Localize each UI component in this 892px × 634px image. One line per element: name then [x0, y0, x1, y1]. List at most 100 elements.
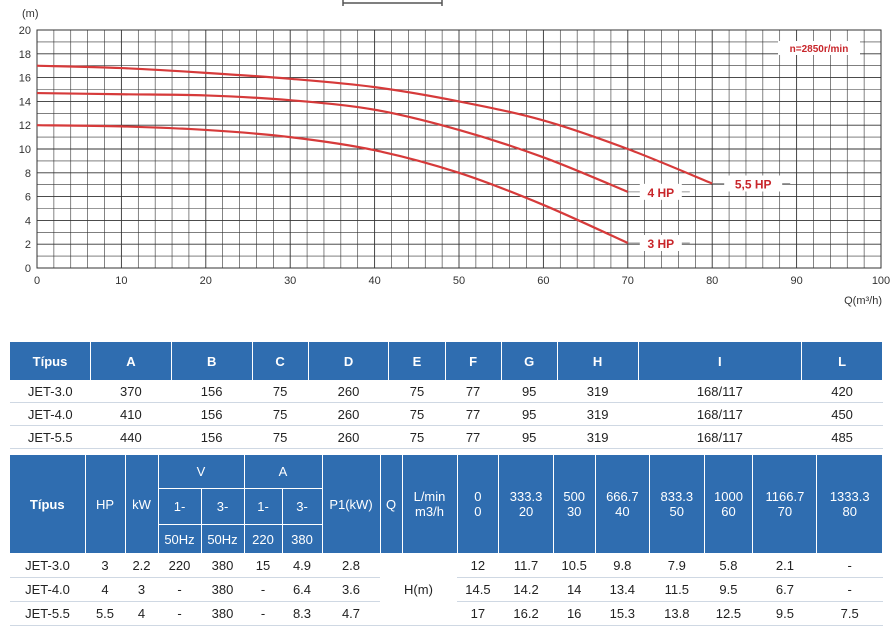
perf-header-p1: P1(kW) [322, 455, 381, 554]
perf-header-v-freq: 50Hz [158, 524, 202, 554]
perf-h: 5.8 [704, 553, 753, 578]
series-line [36, 64, 713, 185]
perf-tipus: JET-4.0 [10, 577, 85, 602]
perf-header-unit: L/min m3/h [402, 455, 458, 554]
chart-grid [36, 29, 882, 269]
dim-cell: 450 [801, 402, 883, 426]
perf-h: - [816, 553, 883, 578]
perf-kw: 4 [125, 601, 158, 626]
flow-lmin: 833.3 [660, 489, 694, 504]
perf-h: 15.3 [595, 601, 650, 626]
x-tick-label: 30 [284, 275, 296, 287]
flow-m3h: 40 [615, 504, 630, 519]
flow-lmin: 666.7 [606, 489, 639, 504]
perf-h: 11.5 [649, 577, 705, 602]
perf-h: 14.2 [498, 577, 554, 602]
dim-cell: JET-5.5 [10, 425, 91, 449]
y-tick-label: 0 [25, 263, 31, 275]
flow-header: 500 30 [553, 455, 596, 554]
perf-header-a: A [244, 455, 323, 489]
perf-p1: 3.6 [322, 577, 380, 602]
dim-cell: 156 [171, 425, 253, 449]
perf-header-v-phase: 3- [201, 488, 245, 525]
perf-header-kw: kW [125, 455, 159, 554]
flow-m3h: 60 [721, 504, 736, 519]
dim-cell: 319 [557, 425, 638, 449]
series-label: 5,5 HP [735, 178, 772, 192]
perf-h: 7.5 [816, 601, 883, 626]
perf-a3: 4.9 [282, 553, 322, 578]
x-tick-label: 100 [872, 275, 890, 287]
x-tick-label: 70 [622, 275, 634, 287]
y-tick-label: 8 [25, 168, 31, 180]
perf-header-v: V [158, 455, 245, 489]
speed-annotation: n=2850r/min [790, 44, 849, 55]
perf-header-a-phase: 3- [282, 488, 323, 525]
chart-labels: n=2850r/min 5,5 HP 4 HP 3 HP [627, 41, 860, 252]
annotation-background [778, 41, 860, 55]
perf-tipus: JET-5.5 [10, 601, 85, 626]
flow-lmin: 500 [563, 489, 586, 504]
perf-h: 9.5 [752, 601, 817, 626]
dim-cell: 168/117 [638, 402, 802, 426]
y-tick-label: 16 [19, 73, 31, 85]
flow-header: 1166.7 70 [752, 455, 818, 554]
perf-header-tipus: Típus [10, 455, 86, 554]
perf-h: 2.1 [752, 553, 817, 578]
perf-hp: 4 [85, 577, 125, 602]
dim-cell: 319 [557, 380, 638, 403]
dim-cell: 75 [252, 380, 309, 403]
x-tick-label: 20 [200, 275, 212, 287]
perf-kw: 2.2 [125, 553, 158, 578]
y-tick-label: 4 [25, 215, 31, 227]
perf-tipus: JET-3.0 [10, 553, 85, 578]
dim-header: I [638, 342, 803, 380]
x-tick-label: 40 [368, 275, 380, 287]
dim-cell: 75 [252, 402, 309, 426]
perf-v3: 380 [201, 601, 244, 626]
dim-cell: 260 [308, 380, 389, 403]
table-row: JET-4.0 4 3 - 380 - 6.4 3.6 14.5 14.2 14… [10, 577, 883, 602]
flow-lmin: 1000 [714, 489, 743, 504]
perf-hp: 3 [85, 553, 125, 578]
dim-cell: 77 [445, 402, 502, 426]
x-tick-label: 90 [790, 275, 802, 287]
flow-m3h: 30 [566, 504, 582, 519]
perf-v3: 380 [201, 553, 244, 578]
pump-curve-chart: 0 10 20 30 40 50 60 70 80 90 100 0 2 4 6 8 10 12 14 16 18 20 (… [18, 0, 891, 307]
dim-header: C [252, 342, 309, 380]
y-tick-label: 18 [19, 49, 31, 61]
unit-m3h: m3/h [415, 504, 444, 519]
perf-h: 10.5 [553, 553, 596, 578]
dim-cell: 260 [308, 425, 389, 449]
dim-cell: 95 [501, 425, 558, 449]
perf-header-q: Q [380, 455, 403, 554]
series-label-background [639, 183, 682, 200]
dim-cell: 260 [308, 402, 389, 426]
dim-cell: 156 [171, 402, 253, 426]
dim-cell: 75 [388, 402, 446, 426]
flow-header: 1000 60 [704, 455, 754, 554]
dim-cell: 440 [90, 425, 172, 449]
table-row: JET-3.0 3 2.2 220 380 15 4.9 2.8 H(m) 12… [10, 553, 883, 626]
perf-v1: - [158, 577, 201, 602]
flow-header: 666.7 40 [595, 455, 651, 554]
dimensions-header-row: Típus A B C D E F G H I L [10, 342, 883, 380]
perf-h: 11.7 [498, 553, 554, 578]
dim-cell: 75 [252, 425, 309, 449]
dim-cell: 77 [445, 425, 502, 449]
dim-cell: 156 [171, 380, 253, 403]
dim-cell: 420 [801, 380, 883, 403]
perf-a1: 15 [244, 553, 282, 578]
flow-header: 1333.3 80 [816, 455, 883, 554]
flow-m3h: 50 [669, 504, 685, 519]
flow-m3h: 0 [474, 504, 482, 519]
perf-h: 14 [553, 577, 596, 602]
perf-h: 16.2 [498, 601, 554, 626]
perf-a1: - [244, 601, 282, 626]
perf-v1: 220 [158, 553, 201, 578]
perf-h: 6.7 [752, 577, 817, 602]
dim-header: A [90, 342, 172, 380]
series-label: 3 HP [647, 237, 674, 251]
